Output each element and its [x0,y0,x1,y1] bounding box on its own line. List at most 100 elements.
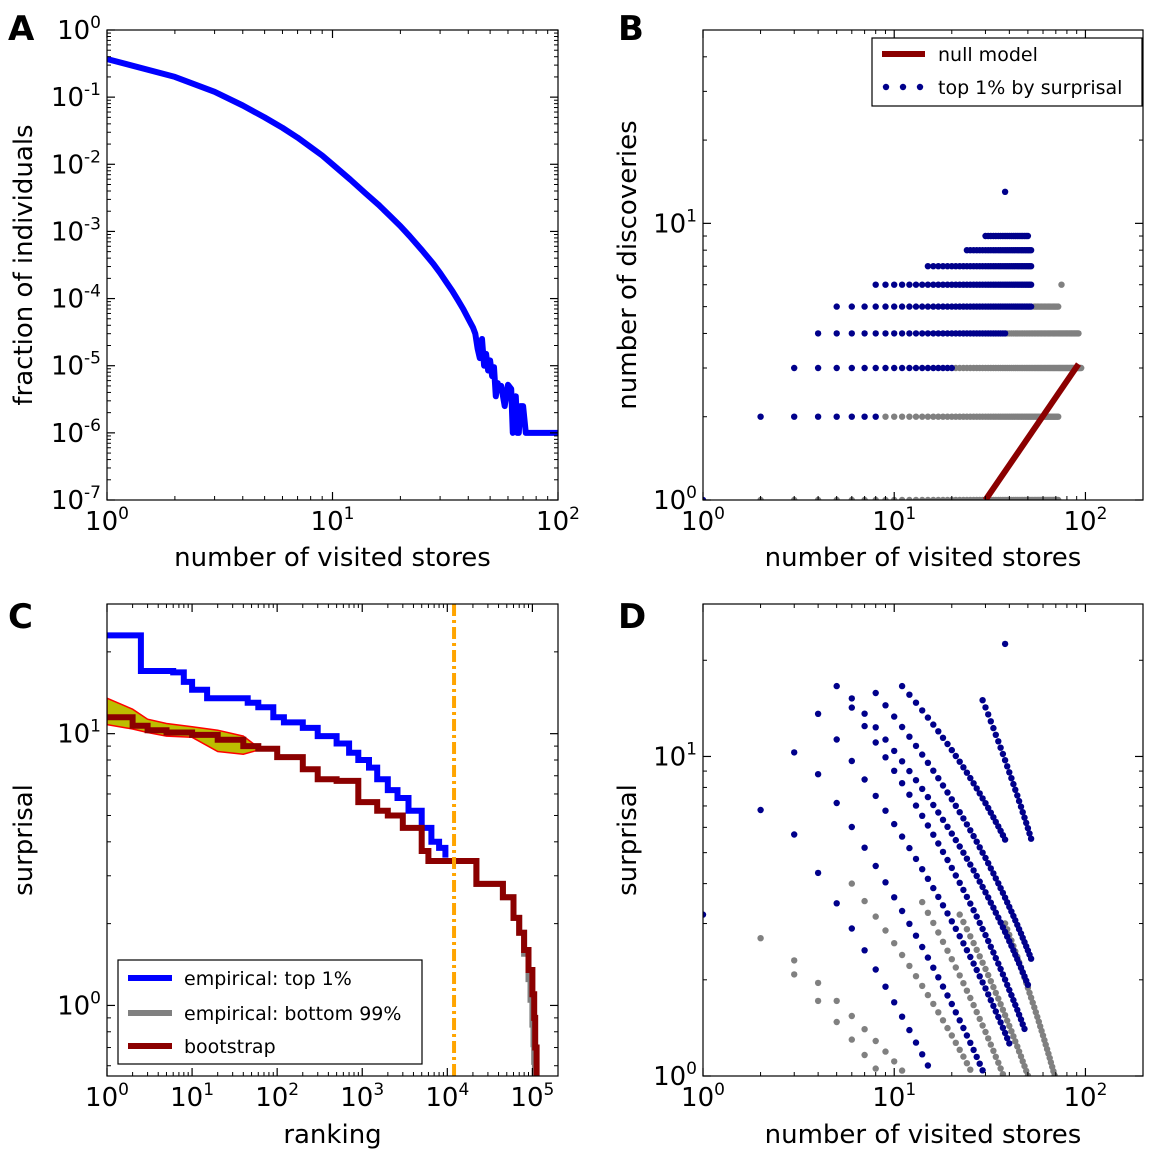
top-1pct-point [814,364,822,372]
top-1pct-point [924,954,932,961]
top-1pct-point [979,849,986,856]
bottom-99-point [1055,496,1062,500]
bottom-99-point [960,918,967,926]
top-1pct-point [848,757,855,765]
top-1pct-point [757,806,764,814]
y-tick-label: 100 [57,13,101,46]
bottom-99-point [912,496,920,500]
bottom-99-point [1012,1038,1019,1045]
top-1pct-point [997,1019,1004,1026]
top-1pct-point [1006,986,1013,994]
x-tick-label: 102 [1063,504,1107,537]
legend-swatch-dot [882,83,890,91]
bottom-99-point [948,1032,955,1039]
top-1pct-point [1022,819,1030,827]
top-1pct-point [963,769,971,776]
top-1pct-point [976,973,983,980]
top-1pct-point [703,496,707,500]
top-1pct-point [963,947,971,954]
panel-letter: A [8,9,35,49]
bottom-99-point [898,951,906,959]
top-1pct-point [935,263,942,270]
panel-b-plot-area [703,188,1085,500]
top-1pct-point [979,697,986,704]
top-1pct-point [912,932,920,939]
top-1pct-point [963,855,971,862]
bottom-99-point [1031,1004,1038,1011]
bottom-99-point [987,978,994,985]
top-1pct-point [979,979,986,986]
top-1pct-point [948,746,955,754]
top-1pct-point [1017,1016,1025,1023]
bottom-99-point [882,927,889,934]
top-1pct-point [1014,792,1021,799]
top-1pct-point [872,364,879,372]
top-1pct-point [912,1039,920,1046]
top-1pct-point [882,879,889,886]
top-1pct-point [906,1026,913,1034]
y-tick-label: 10-5 [51,349,101,382]
top-1pct-point [912,330,920,337]
top-1pct-point [924,793,932,801]
bottom-99-point [924,413,932,420]
top-1pct-point [987,997,994,1004]
top-1pct-point [935,974,942,981]
top-1pct-point [935,728,942,735]
top-1pct-point [973,785,980,792]
bottom-99-point [898,1067,906,1074]
top-1pct-point [872,281,879,288]
top-1pct-point [861,722,868,730]
top-1pct-point [1008,991,1015,999]
top-1pct-point [872,862,879,870]
top-1pct-point [967,900,974,907]
top-1pct-point [861,303,868,310]
top-1pct-point [912,281,920,288]
top-1pct-point [1021,814,1028,821]
bottom-99-point [976,1015,983,1023]
distribution-line [107,56,558,436]
bottom-99-point [861,897,868,905]
legend: empirical: top 1% empirical: bottom 99% bo… [117,959,423,1065]
empirical-top-line [107,632,449,858]
bottom-99-point [882,1048,889,1055]
top-1pct-point [919,281,926,288]
top-1pct-point [1027,247,1035,254]
bottom-99-point [814,979,822,987]
top-1pct-point [814,710,822,717]
top-1pct-point [939,983,947,990]
top-1pct-point [1027,281,1035,288]
top-1pct-point [912,303,920,310]
top-1pct-point [872,739,879,746]
top-1pct-point [970,1046,977,1054]
top-1pct-point [935,840,942,847]
top-1pct-point [1010,996,1017,1004]
top-1pct-point [848,364,855,372]
top-1pct-point [990,1002,997,1010]
top-1pct-point [1024,825,1032,832]
x-tick-label: 102 [255,1080,299,1113]
bottom-99-point [891,413,898,420]
top-1pct-point [912,802,920,809]
top-1pct-point [891,767,898,774]
top-1pct-point [1021,1025,1028,1033]
panel-c-plot-area [107,604,540,1076]
top-1pct-point [967,827,974,834]
top-1pct-point [814,413,822,420]
bottom-99-point [935,929,942,936]
panel-letter: D [618,597,646,637]
top-1pct-point [1015,1011,1023,1018]
bottom-99-point [848,1036,855,1043]
panel-letter: C [8,597,33,637]
top-1pct-point [956,843,963,850]
bottom-99-point [833,1018,840,1026]
top-1pct-point [990,870,997,877]
top-1pct-point [999,750,1007,758]
top-1pct-point [930,721,937,728]
bottom-99-point [970,1001,977,1009]
bottom-99-point [919,898,926,906]
top-1pct-point [992,954,999,962]
top-1pct-point [930,303,937,310]
top-1pct-point [924,714,932,721]
top-1pct-point [919,303,926,310]
top-1pct-point [963,1032,971,1039]
